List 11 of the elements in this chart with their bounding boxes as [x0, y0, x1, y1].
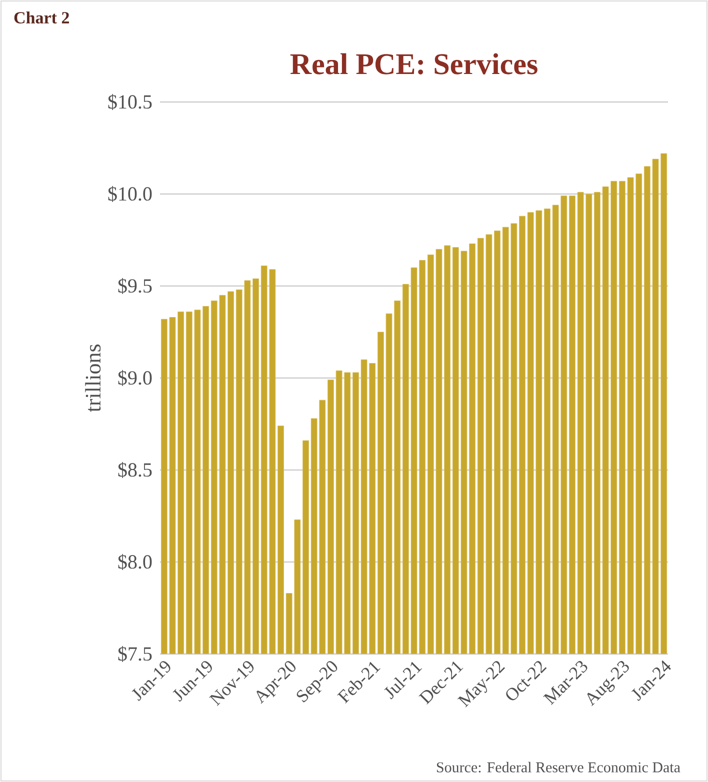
y-tick-label: $7.5 — [118, 646, 152, 662]
y-tick-label: $10.5 — [108, 94, 152, 110]
y-tick-label: $8.5 — [118, 462, 152, 478]
source-note: Source: Federal Reserve Economic Data — [436, 762, 680, 772]
y-tick-label: $9.5 — [118, 278, 152, 294]
y-tick-label: $8.0 — [118, 554, 152, 570]
caption: Chart 2 — [14, 12, 69, 24]
y-tick-label: $10.0 — [108, 186, 152, 202]
y-tick-label: $9.0 — [118, 370, 152, 386]
y-axis-title: trillions — [85, 344, 101, 412]
chart-title: Real PCE: Services — [290, 53, 538, 74]
